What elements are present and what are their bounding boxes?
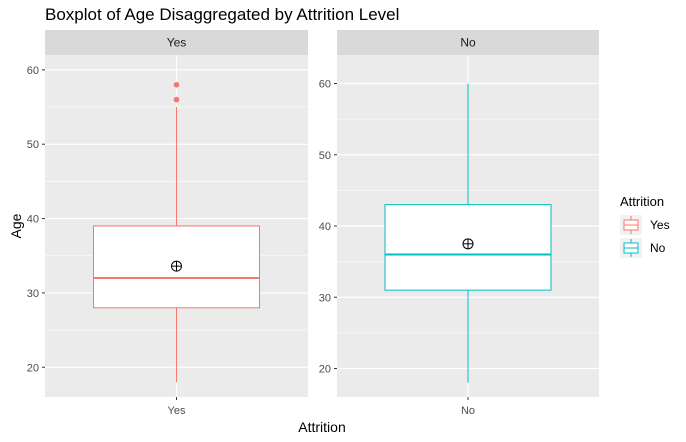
outlier-point: [174, 82, 180, 88]
y-tick-label: 30: [319, 292, 331, 304]
legend-label: Yes: [650, 218, 670, 232]
x-tick-label: No: [461, 405, 475, 417]
y-axis-label: Age: [8, 213, 24, 238]
y-tick-label: 20: [319, 364, 331, 376]
facet-strip-label: No: [460, 36, 476, 50]
facet-strip-label: Yes: [167, 36, 187, 50]
y-tick-label: 30: [27, 288, 39, 300]
y-tick-label: 50: [319, 150, 331, 162]
y-tick-label: 20: [27, 362, 39, 374]
y-tick-label: 40: [27, 214, 39, 226]
x-axis-label: Attrition: [298, 419, 345, 435]
outlier-point: [174, 97, 180, 103]
y-tick-label: 60: [27, 65, 39, 77]
y-tick-label: 60: [319, 79, 331, 91]
x-tick-label: Yes: [168, 405, 186, 417]
y-tick-label: 50: [27, 139, 39, 151]
y-tick-label: 40: [319, 221, 331, 233]
legend-label: No: [650, 241, 666, 255]
legend-title: Attrition: [620, 194, 664, 209]
